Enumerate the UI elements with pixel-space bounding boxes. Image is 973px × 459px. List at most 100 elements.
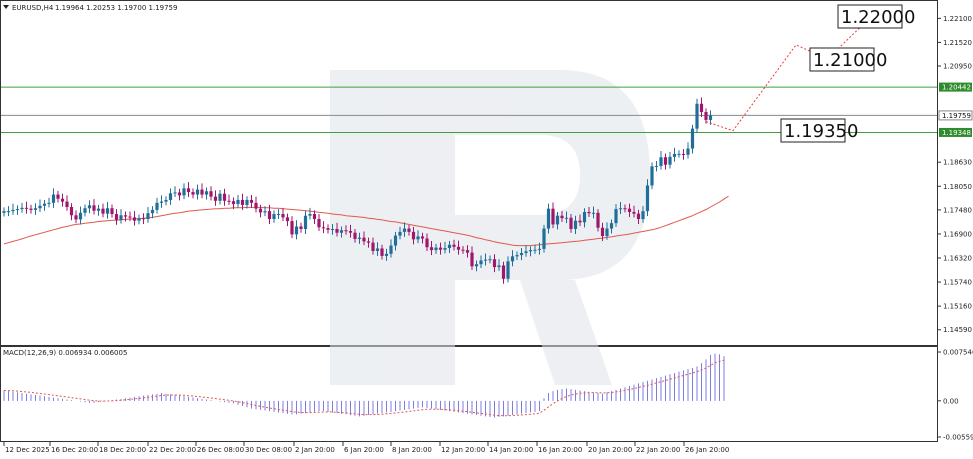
candle-body bbox=[681, 153, 686, 155]
candle-body bbox=[326, 228, 330, 230]
candle bbox=[105, 202, 110, 219]
y-tick-label: 1.22100 bbox=[943, 15, 972, 23]
candle-body bbox=[245, 199, 249, 205]
candle-body bbox=[101, 208, 105, 214]
candle bbox=[434, 243, 438, 254]
macd-tick-label: -0.005593 bbox=[943, 434, 973, 442]
candle bbox=[65, 195, 69, 211]
dropdown-triangle-icon[interactable] bbox=[3, 5, 9, 9]
candle-body bbox=[303, 215, 308, 229]
candle bbox=[375, 242, 380, 256]
candle-body bbox=[321, 227, 326, 229]
candle bbox=[524, 245, 528, 257]
candle-body bbox=[573, 220, 578, 229]
candle bbox=[416, 230, 420, 244]
candle bbox=[551, 202, 555, 229]
candle bbox=[641, 206, 645, 223]
candle-body bbox=[407, 228, 411, 232]
candle-body bbox=[141, 218, 146, 220]
candle bbox=[470, 246, 474, 271]
candle bbox=[92, 199, 96, 215]
symbol-label: EURUSD,H4 bbox=[12, 4, 54, 12]
candle bbox=[2, 207, 6, 217]
candle bbox=[398, 226, 402, 240]
ohlc-values: 1.19964 1.20253 1.19700 1.19759 bbox=[55, 4, 177, 12]
candle-body bbox=[699, 103, 704, 113]
level-badge-resistance bbox=[939, 82, 972, 92]
candle-body bbox=[564, 217, 569, 219]
candle bbox=[321, 221, 326, 234]
candle bbox=[222, 188, 227, 206]
candle bbox=[47, 197, 51, 208]
candle-body bbox=[20, 207, 24, 210]
candle bbox=[195, 184, 200, 200]
candle bbox=[609, 219, 614, 234]
candle-body bbox=[609, 223, 614, 229]
candle-body bbox=[456, 246, 461, 250]
candle bbox=[173, 186, 177, 198]
candle-body bbox=[42, 203, 47, 206]
main-panel-frame bbox=[0, 0, 938, 346]
candle bbox=[488, 255, 492, 264]
macd-panel-frame bbox=[0, 346, 938, 442]
candle bbox=[474, 260, 479, 272]
candle bbox=[168, 188, 173, 205]
candle-body bbox=[533, 249, 537, 251]
candle bbox=[402, 222, 407, 237]
candle-body bbox=[299, 226, 303, 229]
candle-body bbox=[551, 208, 555, 225]
candle bbox=[371, 237, 375, 255]
candle bbox=[618, 202, 623, 215]
candle bbox=[506, 256, 510, 283]
candle-body bbox=[488, 259, 492, 261]
x-tick-label: 14 Jan 20:00 bbox=[489, 446, 533, 454]
y-tick-label: 1.15740 bbox=[943, 279, 972, 287]
candle-body bbox=[605, 228, 609, 237]
candle-body bbox=[537, 248, 542, 250]
candle-body bbox=[249, 199, 254, 203]
candle bbox=[546, 203, 551, 234]
candle-body bbox=[393, 235, 398, 246]
candle bbox=[393, 231, 398, 251]
candle bbox=[686, 142, 690, 159]
candle-body bbox=[524, 251, 528, 254]
candle bbox=[150, 206, 155, 219]
candle-body bbox=[663, 157, 668, 165]
candle-body bbox=[654, 165, 659, 167]
candle-body bbox=[83, 208, 87, 213]
candle bbox=[528, 246, 533, 257]
candle-body bbox=[375, 248, 380, 251]
candle bbox=[425, 233, 429, 251]
candle-body bbox=[74, 215, 78, 220]
watermark-logo bbox=[330, 70, 650, 385]
candle-body bbox=[119, 215, 123, 220]
moving-average-line bbox=[3, 195, 729, 247]
candle-body bbox=[672, 153, 677, 157]
macd-tick-label: 0.00 bbox=[943, 397, 959, 405]
candle-body bbox=[362, 237, 366, 242]
candle bbox=[479, 255, 483, 268]
candle bbox=[699, 97, 704, 118]
candle bbox=[294, 220, 299, 240]
candle-body bbox=[600, 227, 605, 237]
candle bbox=[263, 206, 267, 217]
x-tick-label: 18 Dec 20:00 bbox=[99, 446, 146, 454]
candle-body bbox=[515, 255, 519, 257]
y-tick-label: 1.14590 bbox=[943, 326, 972, 334]
candle bbox=[569, 214, 573, 233]
candle-body bbox=[114, 214, 119, 220]
candle-body bbox=[411, 231, 416, 240]
candle-body bbox=[65, 201, 69, 207]
candle-body bbox=[474, 264, 479, 267]
candle bbox=[15, 205, 20, 215]
candle bbox=[285, 213, 290, 227]
candle bbox=[492, 254, 497, 273]
candle bbox=[33, 203, 38, 215]
candle bbox=[69, 203, 74, 221]
candle bbox=[560, 210, 564, 222]
candle bbox=[146, 207, 150, 223]
candle-body bbox=[366, 241, 371, 243]
x-tick-label: 22 Dec 20:00 bbox=[149, 446, 196, 454]
candle-body bbox=[582, 211, 587, 223]
